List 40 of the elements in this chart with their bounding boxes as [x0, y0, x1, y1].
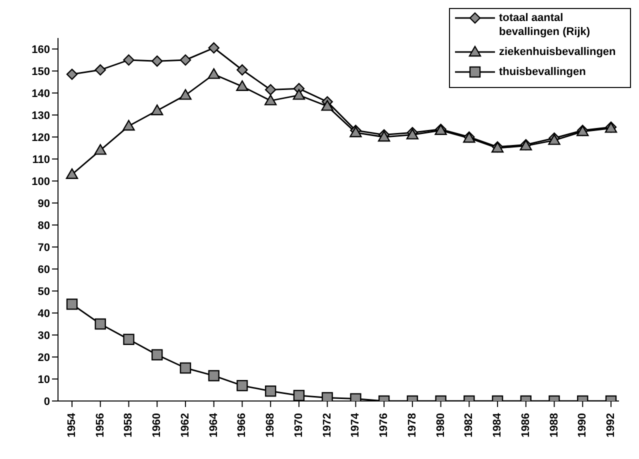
y-tick-label: 130	[32, 110, 50, 122]
y-tick-label: 110	[32, 154, 50, 166]
x-tick-label: 1982	[463, 413, 476, 438]
y-tick-label: 80	[38, 220, 50, 232]
x-tick-label: 1992	[605, 413, 617, 438]
y-tick-label: 100	[32, 176, 50, 188]
x-tick-label: 1966	[236, 413, 248, 438]
x-tick-label: 1956	[94, 413, 106, 438]
x-tick-label: 1968	[264, 413, 277, 438]
y-tick-label: 10	[38, 374, 50, 386]
x-tick-label: 1954	[66, 412, 78, 438]
x-tick-label: 1990	[576, 413, 589, 438]
x-tick-label: 1978	[406, 413, 418, 438]
y-tick-label: 60	[38, 264, 50, 276]
y-tick-label: 50	[38, 286, 50, 298]
y-tick-label: 70	[38, 242, 50, 254]
y-tick-label: 140	[32, 88, 50, 100]
y-tick-label: 90	[38, 198, 50, 210]
y-tick-label: 150	[32, 66, 50, 78]
x-tick-label: 1986	[520, 413, 532, 438]
x-tick-label: 1974	[350, 412, 362, 438]
y-tick-label: 20	[38, 352, 50, 364]
legend-label: totaal aantal bevallingen (Rijk)	[499, 11, 592, 39]
x-tick-label: 1972	[321, 413, 334, 438]
y-tick-label: 120	[32, 132, 50, 144]
x-tick-label: 1988	[548, 413, 560, 438]
x-tick-label: 1958	[122, 413, 135, 438]
x-tick-label: 1960	[151, 413, 164, 438]
x-tick-label: 1976	[378, 413, 390, 438]
x-tick-label: 1980	[434, 413, 447, 438]
x-tick-label: 1964	[208, 412, 220, 438]
x-tick-label: 1970	[292, 413, 305, 438]
y-tick-label: 30	[38, 330, 50, 342]
x-tick-label: 1984	[492, 412, 504, 438]
y-tick-label: 0	[44, 396, 50, 408]
legend-label: ziekenhuisbevallingen	[499, 45, 616, 59]
x-tick-label: 1962	[179, 413, 192, 438]
y-tick-label: 160	[32, 44, 50, 56]
legend-label: thuisbevallingen	[499, 65, 586, 79]
y-tick-label: 40	[38, 308, 50, 320]
